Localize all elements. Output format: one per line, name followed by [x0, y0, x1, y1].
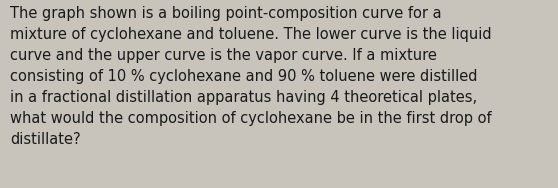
Text: The graph shown is a boiling point-composition curve for a
mixture of cyclohexan: The graph shown is a boiling point-compo…: [10, 6, 492, 147]
